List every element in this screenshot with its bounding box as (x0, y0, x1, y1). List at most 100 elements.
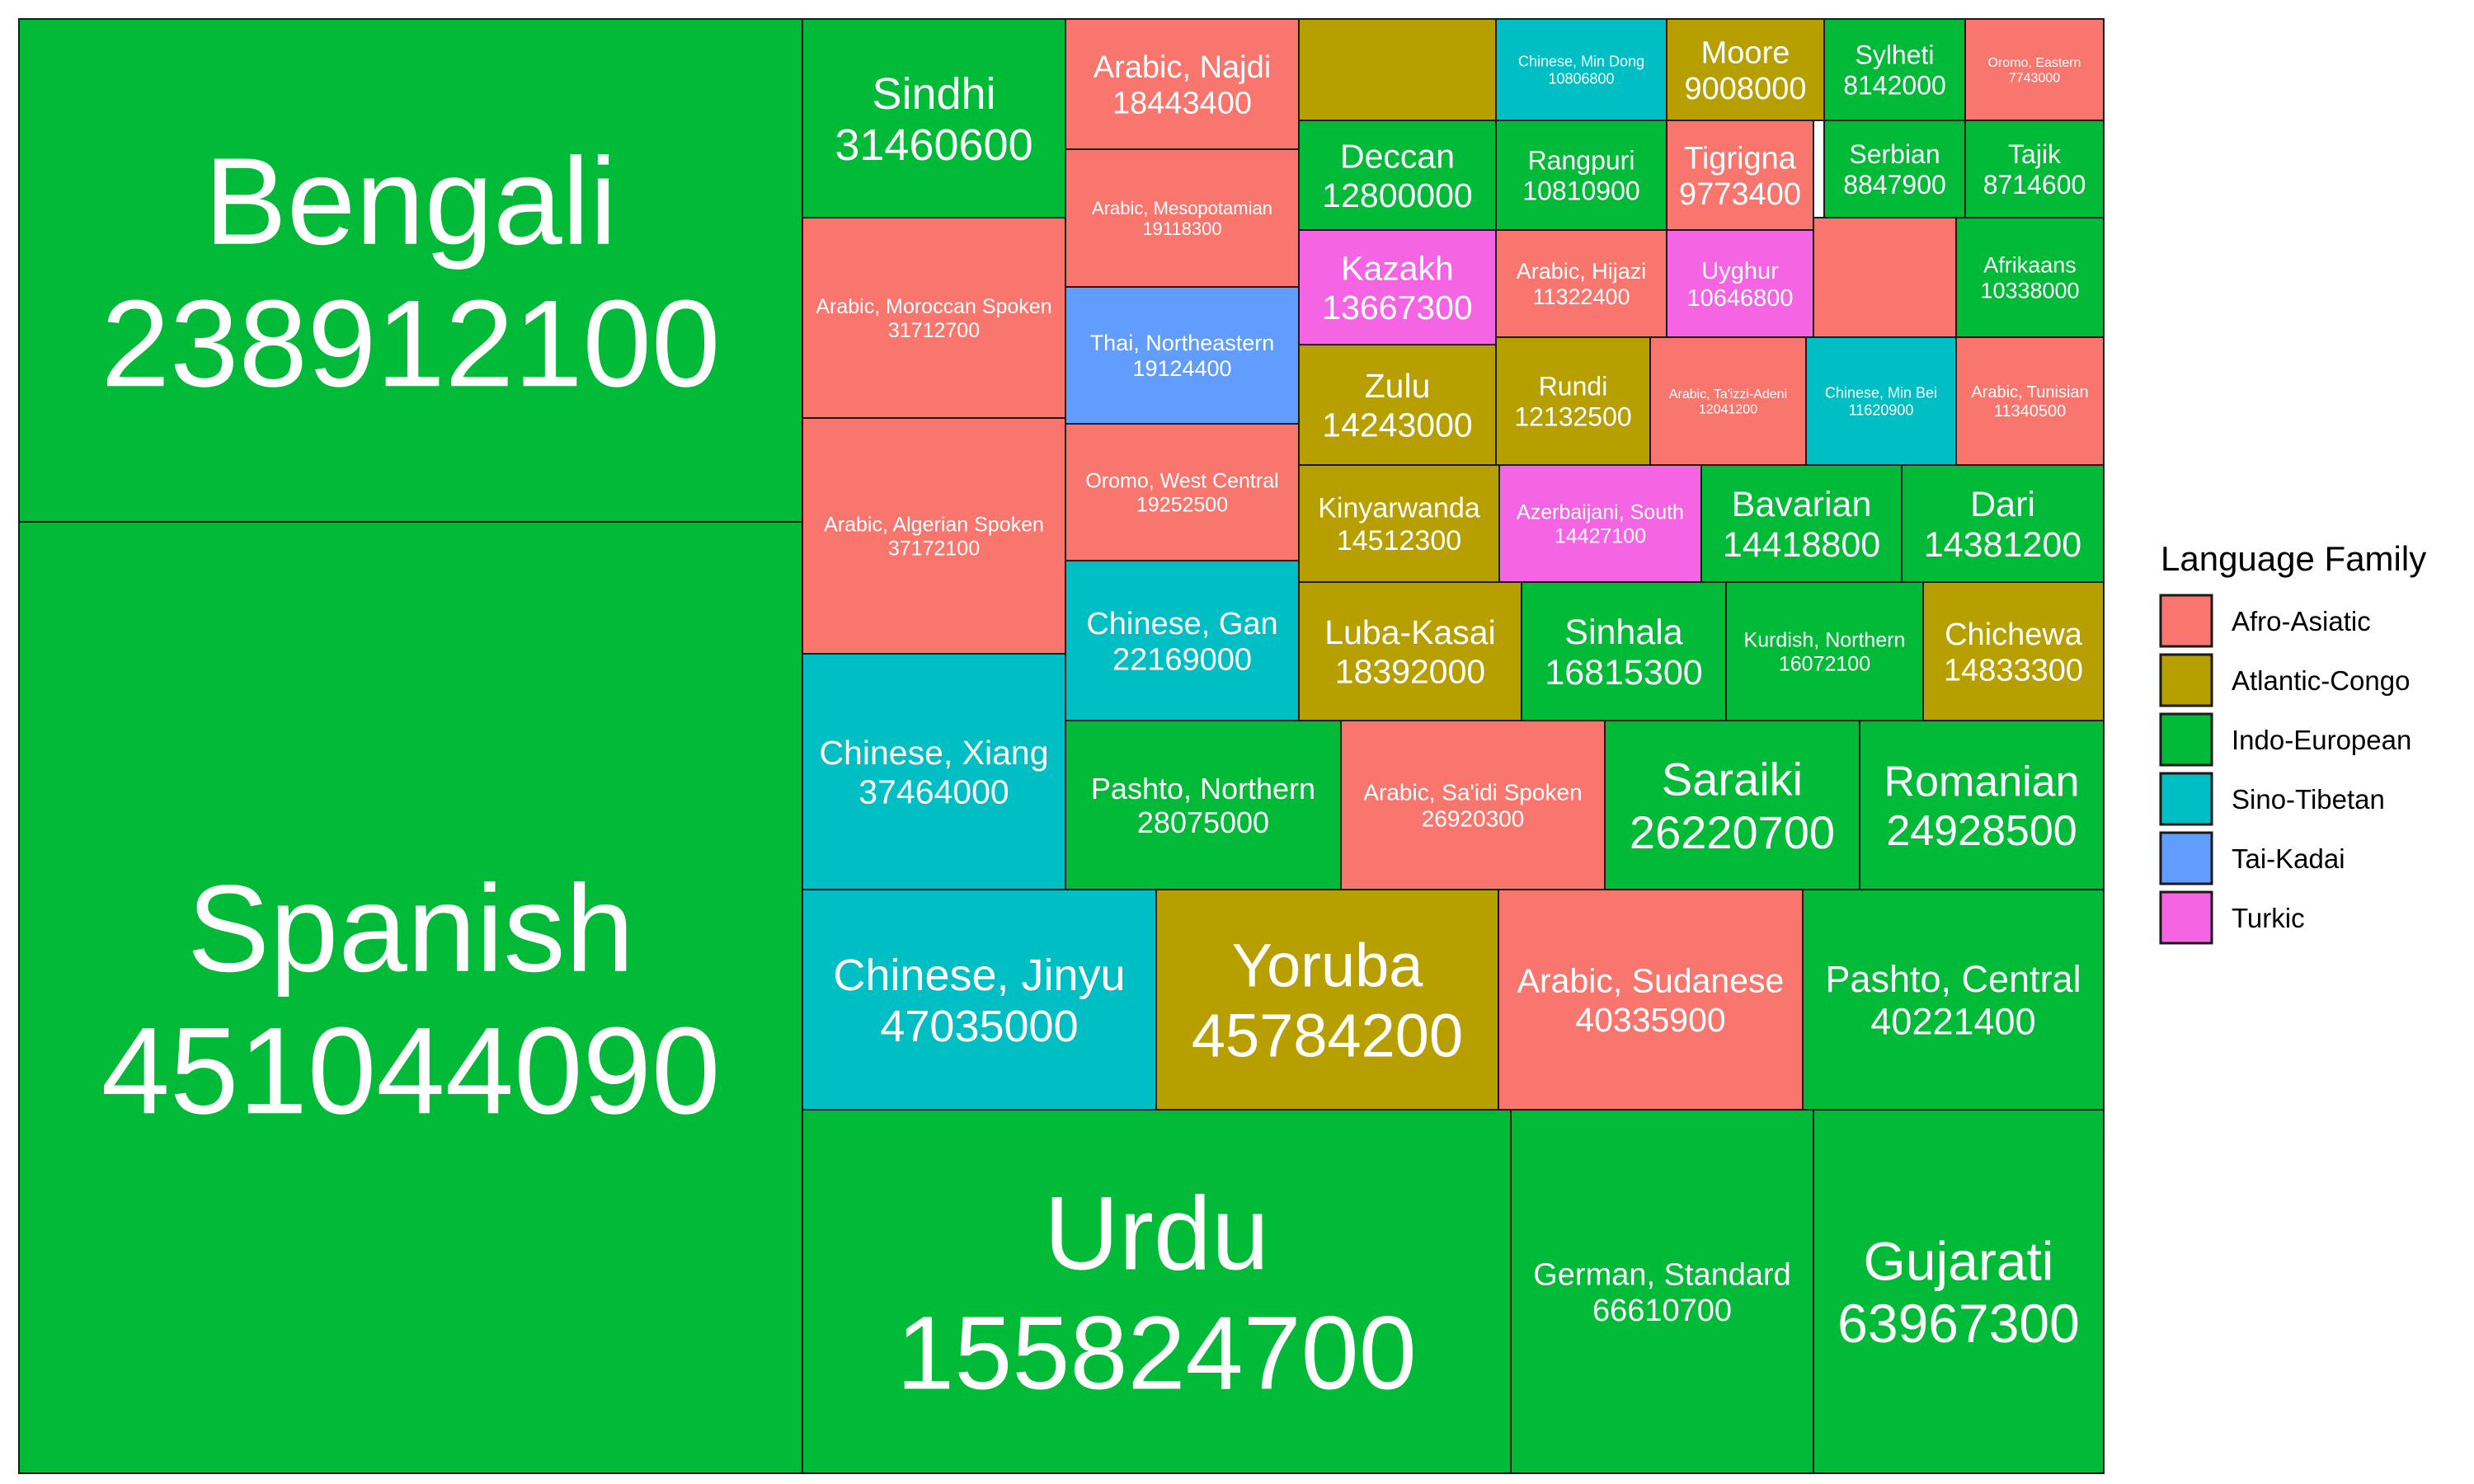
tile-value: 12041200 (1699, 402, 1757, 416)
tile-label: Pashto, Central (1825, 958, 2081, 1000)
tile-value: 37464000 (858, 773, 1009, 810)
tile-value: 10810900 (1522, 176, 1639, 205)
tile-rect (1298, 18, 1497, 121)
tile-value: 28075000 (1137, 805, 1269, 839)
tile-rect (1065, 720, 1342, 890)
tile-rect (1510, 1109, 1814, 1474)
tile-value: 22169000 (1112, 643, 1252, 678)
tile-label: Arabic, Mesopotamian (1092, 198, 1272, 218)
tile-rect (1521, 581, 1727, 721)
tile-label: Uyghur (1701, 258, 1779, 284)
tile-rect (1802, 889, 2105, 1111)
tile-label: Kinyarwanda (1318, 493, 1480, 524)
tile-value: 47035000 (880, 1002, 1078, 1051)
tile-rect (802, 18, 1066, 218)
tile-value: 11322400 (1532, 284, 1630, 309)
tile-label: Oromo, West Central (1085, 470, 1278, 493)
tile-value: 8847900 (1843, 170, 1946, 200)
tile-label: Saraiki (1662, 753, 1803, 805)
tile-label: Arabic, Najdi (1094, 50, 1271, 85)
tile-label: Bavarian (1732, 485, 1872, 524)
tile-value: 40335900 (1575, 1001, 1725, 1039)
tile-label: Thai, Northeastern (1090, 331, 1275, 355)
tile-rect (1495, 18, 1667, 121)
tile-label: Spanish (187, 859, 634, 998)
tile-label: Pashto, Northern (1091, 772, 1315, 805)
tile-rect (1065, 18, 1300, 150)
tile-label: Chinese, Min Dong (1518, 54, 1644, 70)
tile-rect (1065, 148, 1300, 288)
tile-label: Rangpuri (1528, 146, 1635, 176)
tile-value: 31712700 (888, 319, 980, 342)
treemap-tile (1298, 18, 1497, 121)
tile-label: Arabic, Ta'izzi-Adeni (1669, 387, 1787, 402)
tile-value: 7743000 (2009, 71, 2060, 85)
tile-rect (1065, 423, 1300, 561)
tile-rect (1649, 336, 1807, 466)
tile-value: 63967300 (1837, 1293, 2080, 1354)
tile-value: 19252500 (1136, 493, 1228, 516)
tile-value: 9773400 (1679, 177, 1801, 212)
tile-value: 13667300 (1322, 289, 1472, 326)
tile-rect (1666, 120, 1814, 231)
tile-label: Arabic, Hijazi (1517, 259, 1647, 284)
tile-label: Tajik (2008, 139, 2062, 169)
tile-rect (1298, 581, 1522, 721)
tile-label: Sindhi (872, 69, 995, 119)
tile-label: Tigrigna (1684, 141, 1797, 176)
tile-value: 24928500 (1886, 807, 2077, 855)
treemap-tile (1813, 217, 1957, 338)
tile-value: 14427100 (1554, 524, 1646, 547)
tile-value: 11340500 (1994, 402, 2067, 420)
tile-label: Arabic, Algerian Spoken (824, 514, 1044, 537)
tile-rect (18, 18, 803, 523)
legend-entries: Afro-Asiatic Atlantic-Congo Indo-European S… (2159, 594, 2411, 945)
tile-value: 11620900 (1849, 402, 1914, 418)
tile-label: Chichewa (1945, 618, 2083, 652)
tile-rect (1666, 229, 1814, 338)
tile-rect (1495, 336, 1651, 466)
tile-rect (1298, 120, 1497, 231)
tile-value: 18392000 (1335, 652, 1485, 690)
tile-value: 45784200 (1192, 1002, 1463, 1070)
tile-rect (1955, 217, 2105, 338)
tile-rect (802, 417, 1066, 655)
tile-value: 14512300 (1337, 525, 1461, 556)
tile-label: Bengali (205, 132, 617, 270)
tile-label: Arabic, Tunisian (1971, 383, 2088, 402)
tile-rect (1666, 18, 1825, 121)
tile-rect (18, 521, 803, 1474)
tile-rect (1298, 344, 1497, 466)
tile-value: 155824700 (896, 1294, 1417, 1411)
tile-rect (1065, 560, 1300, 721)
tile-value: 10338000 (1980, 279, 2079, 303)
tile-value: 9008000 (1685, 72, 1807, 106)
tile-label: Azerbaijani, South (1517, 501, 1684, 524)
tile-label: Chinese, Jinyu (833, 951, 1125, 1000)
tile-label: Arabic, Sa'idi Spoken (1363, 779, 1582, 805)
tile-label: Deccan (1340, 138, 1455, 176)
tile-label: Serbian (1849, 139, 1940, 169)
